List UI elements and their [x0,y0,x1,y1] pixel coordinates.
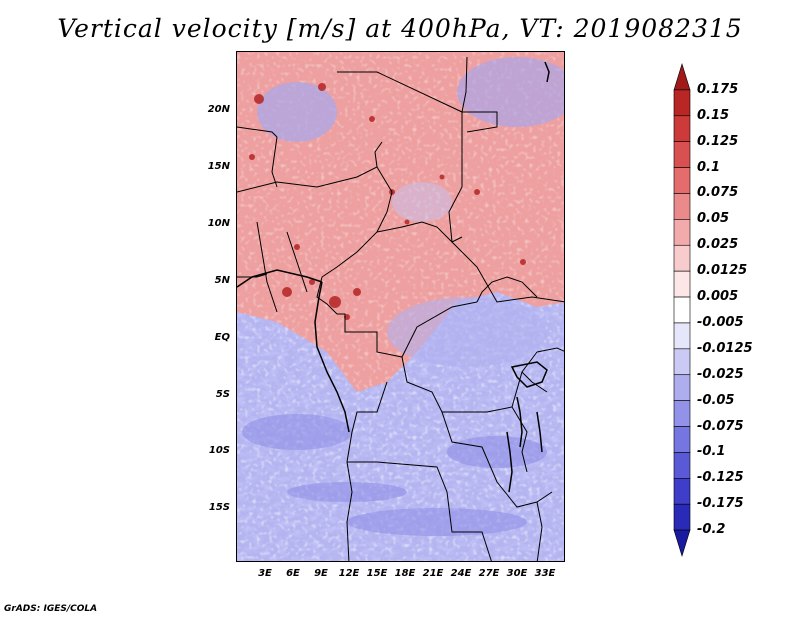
lat-label-15s: 15S [208,502,230,513]
colorbar-label: -0.05 [697,392,735,408]
colorbar-label: 0.15 [697,107,730,123]
colorbar-label: -0.075 [697,418,744,434]
colorbar-segment [673,219,691,246]
colorbar-segment [673,400,691,427]
lon-label-12e: 12E [338,568,360,579]
colorbar-segment [673,374,691,401]
lon-label-6e: 6E [286,568,300,579]
map-panel [236,51,565,562]
colorbar-label: -0.175 [697,496,744,512]
colorbar-segment [673,141,691,168]
colorbar-segment [673,244,691,272]
lon-label-33e: 33E [534,568,556,579]
lon-label-3e: 3E [258,568,272,579]
colorbar-label: -0.1 [697,444,726,460]
colorbar-segment [673,452,691,479]
lon-label-15e: 15E [366,568,388,579]
lat-label-10n: 10N [207,218,230,229]
colorbar-segment [673,193,691,220]
colorbar-segment [673,478,691,505]
lon-label-27e: 27E [478,568,500,579]
lon-label-30e: 30E [506,568,528,579]
colorbar-segment [673,322,691,350]
lat-label-5n: 5N [214,275,230,286]
colorbar-segment [673,296,691,324]
colorbar-label: 0.1 [697,159,721,175]
colorbar-segment [673,89,691,117]
colorbar-segment [673,529,691,558]
colorbar-label: 0.05 [697,211,730,227]
colorbar-label: 0.025 [697,237,739,253]
colorbar-label: 0.0125 [697,263,748,279]
lat-label-5s: 5S [215,389,230,400]
colorbar-label: 0.175 [697,81,739,97]
colorbar-label: -0.025 [697,366,744,382]
lat-label-10s: 10S [208,445,230,456]
lon-label-18e: 18E [394,568,416,579]
lon-label-21e: 21E [422,568,444,579]
colorbar-segment [673,348,691,376]
colorbar-segment [673,167,691,194]
lon-label-9e: 9E [314,568,328,579]
colorbar-segment [673,426,691,453]
colorbar-label: -0.2 [697,522,726,538]
lat-label-eq: EQ [214,332,230,343]
colorbar-label: 0.005 [697,289,739,305]
chart-title: Vertical velocity [m/s] at 400hPa, VT: 2… [57,14,743,43]
colorbar [673,62,691,558]
colorbar-label: -0.125 [697,470,744,486]
lat-label-20n: 20N [207,104,230,115]
colorbar-label: -0.005 [697,314,744,330]
colorbar-label: 0.125 [697,133,739,149]
velocity-field [237,52,564,561]
colorbar-segment [673,62,691,91]
colorbar-label: -0.0125 [697,340,753,356]
colorbar-segment [673,503,691,531]
colorbar-label: 0.075 [697,185,739,201]
lat-label-15n: 15N [207,161,230,172]
colorbar-segment [673,115,691,142]
lon-label-24e: 24E [450,568,472,579]
grads-credit: GrADS: IGES/COLA [4,604,98,614]
colorbar-segment [673,270,691,298]
